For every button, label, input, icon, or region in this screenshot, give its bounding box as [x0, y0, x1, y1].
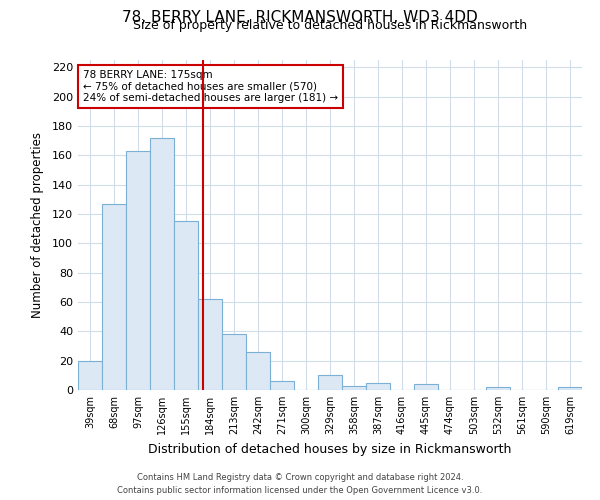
Bar: [318, 376, 342, 390]
Bar: [102, 204, 126, 390]
Bar: [126, 151, 150, 390]
Bar: [78, 360, 102, 390]
Bar: [222, 334, 246, 390]
Bar: [150, 138, 174, 390]
Bar: [558, 387, 582, 390]
Bar: [414, 384, 438, 390]
Bar: [174, 222, 198, 390]
Text: 78 BERRY LANE: 175sqm
← 75% of detached houses are smaller (570)
24% of semi-det: 78 BERRY LANE: 175sqm ← 75% of detached …: [83, 70, 338, 103]
Bar: [270, 381, 294, 390]
Bar: [366, 382, 390, 390]
Bar: [486, 387, 510, 390]
Bar: [246, 352, 270, 390]
Y-axis label: Number of detached properties: Number of detached properties: [31, 132, 44, 318]
Text: 78, BERRY LANE, RICKMANSWORTH, WD3 4DD: 78, BERRY LANE, RICKMANSWORTH, WD3 4DD: [122, 10, 478, 25]
Title: Size of property relative to detached houses in Rickmansworth: Size of property relative to detached ho…: [133, 20, 527, 32]
Bar: [198, 299, 222, 390]
Text: Contains HM Land Registry data © Crown copyright and database right 2024.
Contai: Contains HM Land Registry data © Crown c…: [118, 474, 482, 495]
Bar: [342, 386, 366, 390]
X-axis label: Distribution of detached houses by size in Rickmansworth: Distribution of detached houses by size …: [148, 442, 512, 456]
